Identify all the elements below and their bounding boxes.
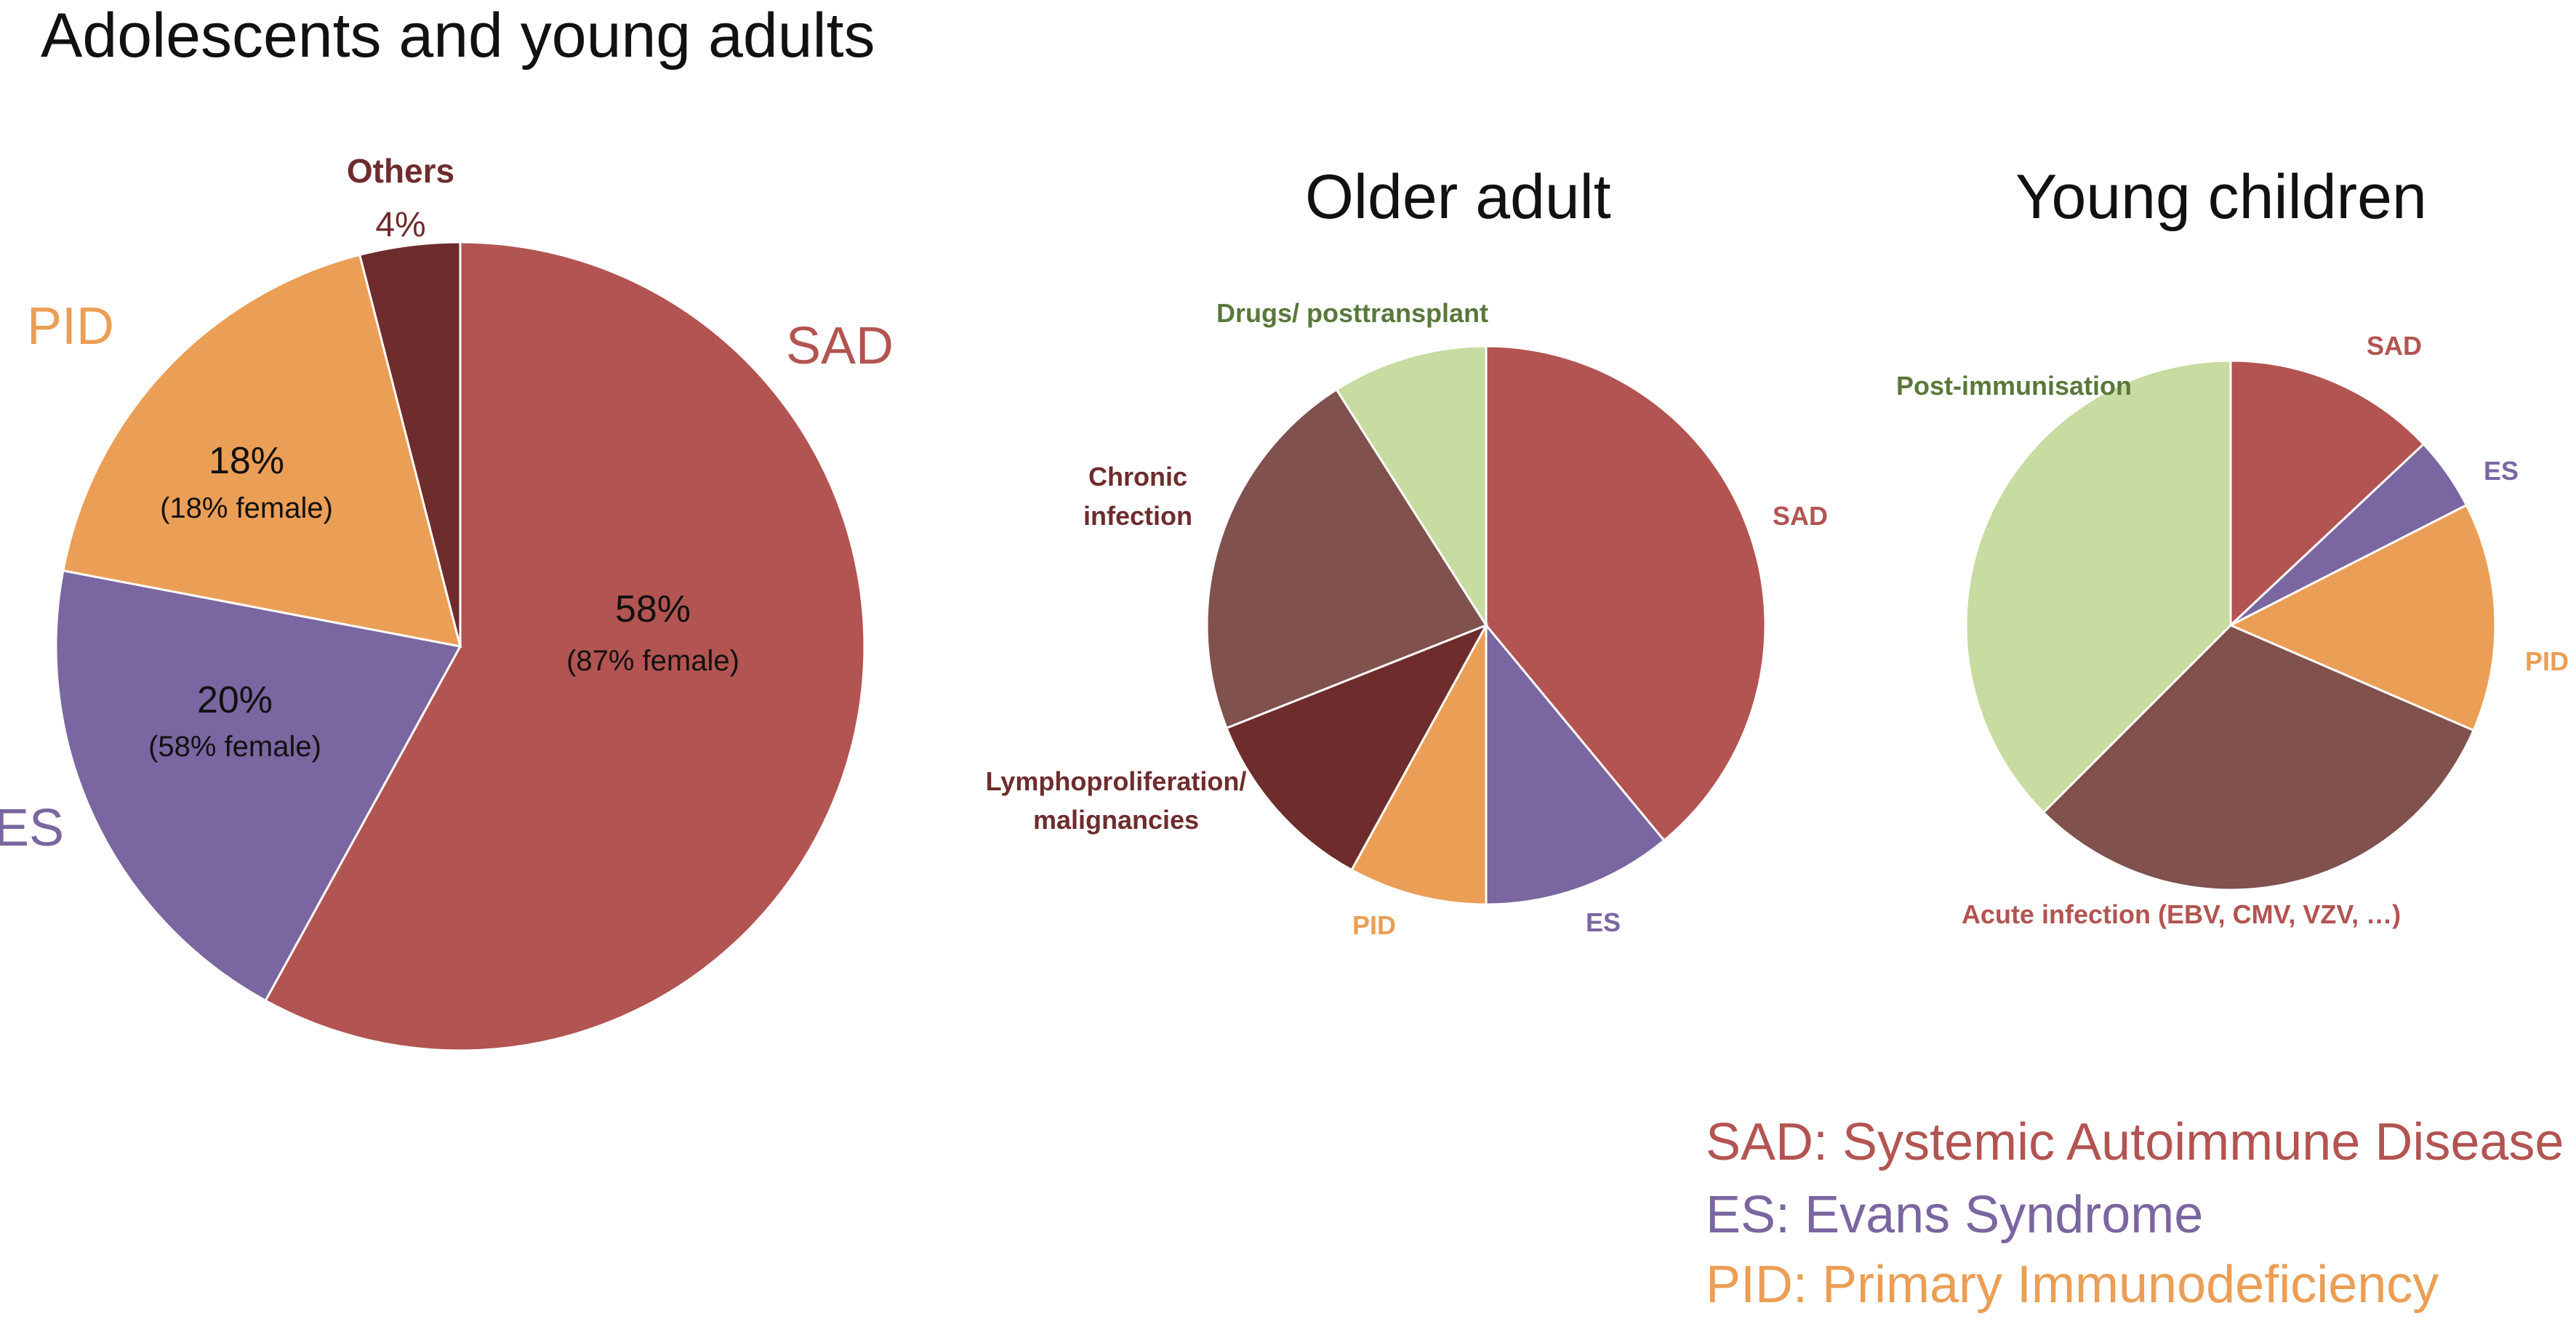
pie2-label-post-immunisation: Post-immunisation — [1896, 371, 2132, 401]
pie1-slice-pid — [1349, 625, 1488, 906]
pie1-slice-es — [1485, 622, 1666, 906]
title-older-adult: Older adult — [1305, 162, 1611, 232]
pie1-label-drugs: Drugs/ posttransplant — [1216, 298, 1488, 328]
pie2-slice-acute_infection — [2042, 624, 2476, 891]
pie1-label-es: ES — [1586, 907, 1621, 937]
pie0-slice-es — [55, 569, 462, 1003]
pie2-label-sad: SAD — [2367, 331, 2422, 361]
pie1-slice-sad — [1485, 345, 1767, 842]
pie1-label-chronic-infection: Chronic infection — [1083, 462, 1192, 531]
pie0-label-pid: PID — [27, 297, 114, 356]
pie1-label-lympho: Lymphoproliferation/malignancies — [986, 766, 1247, 835]
pie0-slice-pid — [62, 253, 462, 648]
pie2-slice-sad — [2229, 359, 2425, 628]
pie2-slice-post_immunisation — [1965, 359, 2232, 814]
pie0-pct-others: 4% — [375, 206, 425, 244]
legend-sad: SAD: Systemic Autoimmune Disease — [1706, 1113, 2564, 1171]
title-young-children: Young children — [2015, 162, 2427, 232]
pie0-pct-sad: 58% — [615, 588, 691, 630]
pie0-sub-es: (58% female) — [148, 731, 321, 763]
pie0-label-sad: SAD — [786, 317, 894, 375]
pie1-slice-lympho — [1225, 623, 1489, 872]
pie0-pct-pid: 18% — [209, 440, 284, 482]
pie1-label-pid: PID — [1352, 910, 1396, 940]
pie0-sub-sad: (87% female) — [566, 645, 739, 677]
pie2-label-pid: PID — [2525, 646, 2569, 676]
pie0-sub-pid: (18% female) — [160, 492, 333, 524]
pie0-label-others: Others — [347, 152, 454, 190]
pie2-label-acute-infection: Acute infection (EBV, CMV, VZV, …) — [1962, 899, 2401, 929]
pie1-slice-chronic_infection — [1205, 388, 1488, 730]
pie0-pct-es: 20% — [197, 679, 273, 721]
title-adolescents: Adolescents and young adults — [41, 1, 875, 71]
legend-pid: PID: Primary Immunodeficiency — [1706, 1256, 2439, 1314]
legend-es: ES: Evans Syndrome — [1706, 1186, 2204, 1244]
pie1-label-sad: SAD — [1773, 501, 1828, 531]
pie2-label-es: ES — [2484, 456, 2519, 486]
pie0-label-es: ES — [0, 799, 64, 857]
pie0-slice-sad — [264, 241, 866, 1052]
pie2-slice-pid — [2228, 503, 2497, 732]
pie1-slice-drugs — [1335, 345, 1488, 630]
pie0-slice-others — [358, 241, 462, 647]
